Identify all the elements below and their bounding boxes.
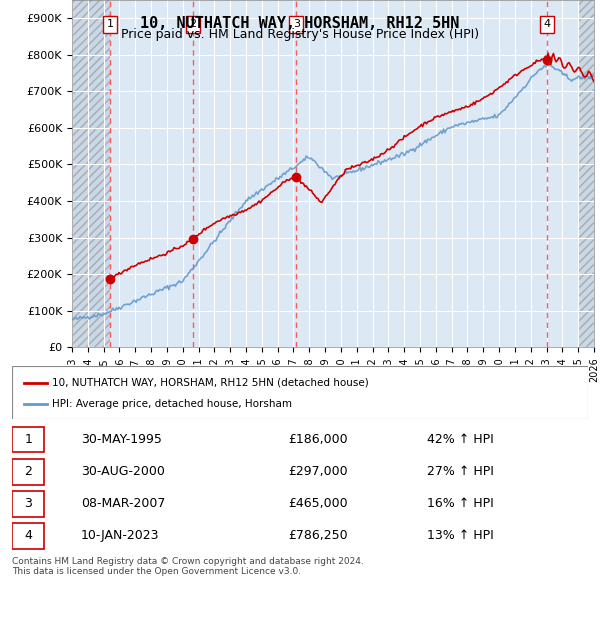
FancyBboxPatch shape — [12, 523, 44, 549]
Text: 13% ↑ HPI: 13% ↑ HPI — [427, 529, 493, 542]
Text: Price paid vs. HM Land Registry's House Price Index (HPI): Price paid vs. HM Land Registry's House … — [121, 28, 479, 41]
Bar — [72, 0, 110, 347]
Text: £186,000: £186,000 — [289, 433, 348, 446]
Text: 4: 4 — [544, 19, 551, 29]
FancyBboxPatch shape — [12, 459, 44, 485]
Text: 10, NUTHATCH WAY, HORSHAM, RH12 5HN: 10, NUTHATCH WAY, HORSHAM, RH12 5HN — [140, 16, 460, 30]
Text: 27% ↑ HPI: 27% ↑ HPI — [427, 465, 494, 478]
Bar — [578, 0, 594, 347]
Text: £297,000: £297,000 — [289, 465, 348, 478]
Text: HPI: Average price, detached house, Horsham: HPI: Average price, detached house, Hors… — [52, 399, 292, 409]
Text: 2: 2 — [24, 465, 32, 478]
Text: 1: 1 — [107, 19, 113, 29]
Text: 1: 1 — [24, 433, 32, 446]
FancyBboxPatch shape — [12, 366, 588, 418]
Text: £786,250: £786,250 — [289, 529, 348, 542]
Text: 10, NUTHATCH WAY, HORSHAM, RH12 5HN (detached house): 10, NUTHATCH WAY, HORSHAM, RH12 5HN (det… — [52, 378, 369, 388]
Text: 3: 3 — [293, 19, 300, 29]
Text: 16% ↑ HPI: 16% ↑ HPI — [427, 497, 493, 510]
Text: 2: 2 — [190, 19, 197, 29]
Text: 10-JAN-2023: 10-JAN-2023 — [81, 529, 160, 542]
Text: 08-MAR-2007: 08-MAR-2007 — [81, 497, 166, 510]
Text: Contains HM Land Registry data © Crown copyright and database right 2024.
This d: Contains HM Land Registry data © Crown c… — [12, 557, 364, 576]
Text: 3: 3 — [24, 497, 32, 510]
Text: 42% ↑ HPI: 42% ↑ HPI — [427, 433, 493, 446]
Text: 4: 4 — [24, 529, 32, 542]
Text: 30-MAY-1995: 30-MAY-1995 — [81, 433, 162, 446]
FancyBboxPatch shape — [12, 491, 44, 517]
FancyBboxPatch shape — [12, 427, 44, 453]
Text: £465,000: £465,000 — [289, 497, 348, 510]
Text: 30-AUG-2000: 30-AUG-2000 — [81, 465, 165, 478]
